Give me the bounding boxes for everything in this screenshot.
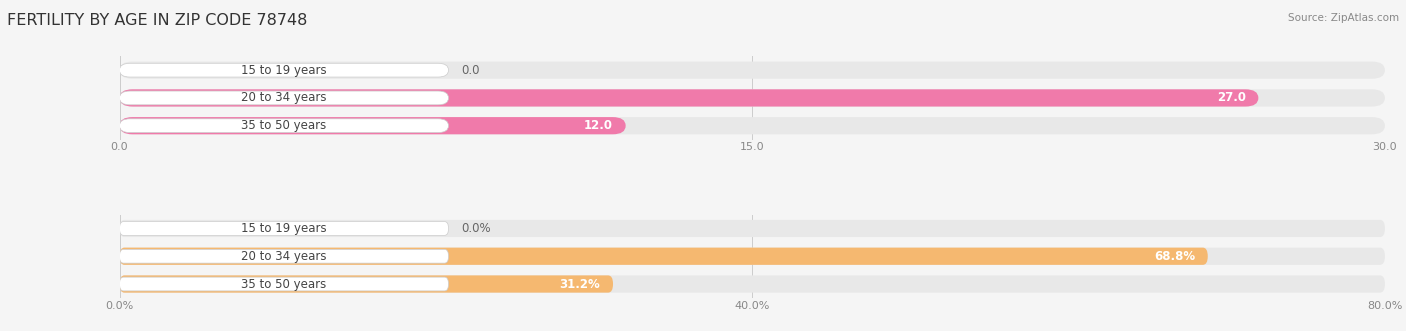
Text: 0.0: 0.0 — [461, 64, 479, 77]
FancyBboxPatch shape — [120, 248, 1208, 265]
FancyBboxPatch shape — [120, 221, 449, 235]
Text: Source: ZipAtlas.com: Source: ZipAtlas.com — [1288, 13, 1399, 23]
FancyBboxPatch shape — [120, 63, 449, 77]
Text: 15 to 19 years: 15 to 19 years — [242, 222, 326, 235]
FancyBboxPatch shape — [120, 89, 1385, 107]
FancyBboxPatch shape — [120, 117, 1385, 134]
FancyBboxPatch shape — [120, 248, 1385, 265]
FancyBboxPatch shape — [120, 89, 1258, 107]
Text: 27.0: 27.0 — [1216, 91, 1246, 104]
Text: 12.0: 12.0 — [583, 119, 613, 132]
FancyBboxPatch shape — [120, 275, 1385, 293]
Text: 31.2%: 31.2% — [560, 277, 600, 291]
FancyBboxPatch shape — [120, 220, 1385, 237]
Text: 0.0%: 0.0% — [461, 222, 491, 235]
Text: 20 to 34 years: 20 to 34 years — [242, 91, 326, 104]
FancyBboxPatch shape — [120, 117, 626, 134]
Text: 35 to 50 years: 35 to 50 years — [242, 119, 326, 132]
FancyBboxPatch shape — [120, 91, 449, 105]
FancyBboxPatch shape — [120, 277, 449, 291]
Text: 35 to 50 years: 35 to 50 years — [242, 277, 326, 291]
Text: 15 to 19 years: 15 to 19 years — [242, 64, 326, 77]
Text: 68.8%: 68.8% — [1154, 250, 1195, 263]
FancyBboxPatch shape — [120, 275, 613, 293]
Text: 20 to 34 years: 20 to 34 years — [242, 250, 326, 263]
FancyBboxPatch shape — [120, 62, 1385, 79]
FancyBboxPatch shape — [120, 119, 449, 133]
Text: FERTILITY BY AGE IN ZIP CODE 78748: FERTILITY BY AGE IN ZIP CODE 78748 — [7, 13, 308, 28]
FancyBboxPatch shape — [120, 249, 449, 263]
